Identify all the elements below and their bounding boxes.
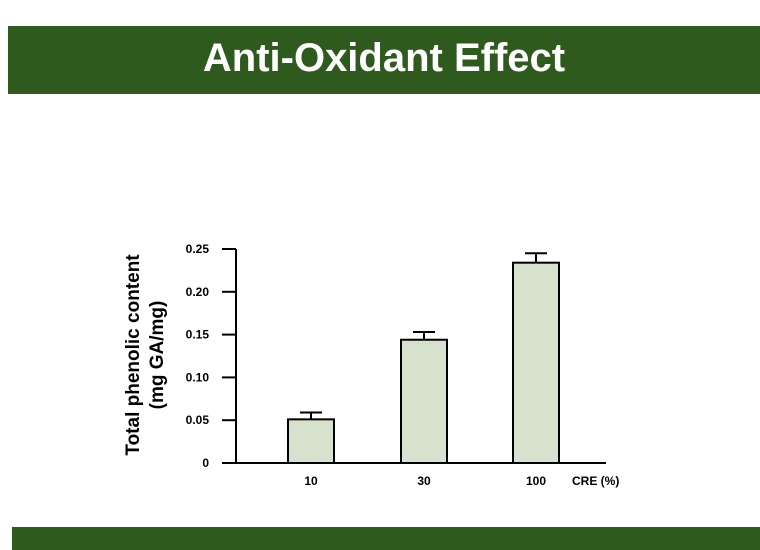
y-tick-label: 0.20 (186, 285, 210, 299)
bar (287, 418, 335, 464)
footer-band (12, 527, 760, 550)
x-tick-label: 100 (526, 474, 546, 488)
bar (400, 338, 448, 464)
y-axis-label: Total phenolic content (mg GA/mg) (123, 254, 168, 456)
x-axis-title: CRE (%) (572, 474, 619, 488)
x-axis: 10 30 100 (236, 462, 606, 488)
slide-title: Anti-Oxidant Effect (202, 36, 566, 80)
y-tick-label: 0.05 (186, 413, 210, 427)
title-band: Anti-Oxidant Effect (8, 26, 760, 94)
y-tick-label: 0.25 (186, 242, 210, 256)
bars (287, 252, 560, 465)
bar (512, 261, 560, 465)
y-axis: 0 0.05 0.10 0.15 0.20 0.25 (186, 242, 237, 470)
x-tick-label: 10 (304, 474, 318, 488)
y-axis-label-line1: Total phenolic content (123, 254, 144, 456)
y-tick-label: 0.15 (186, 328, 210, 342)
x-tick-label: 30 (417, 474, 431, 488)
y-tick-label: 0.10 (186, 370, 210, 384)
y-tick-label: 0 (202, 456, 209, 470)
y-axis-label-line2: (mg GA/mg) (147, 301, 168, 410)
